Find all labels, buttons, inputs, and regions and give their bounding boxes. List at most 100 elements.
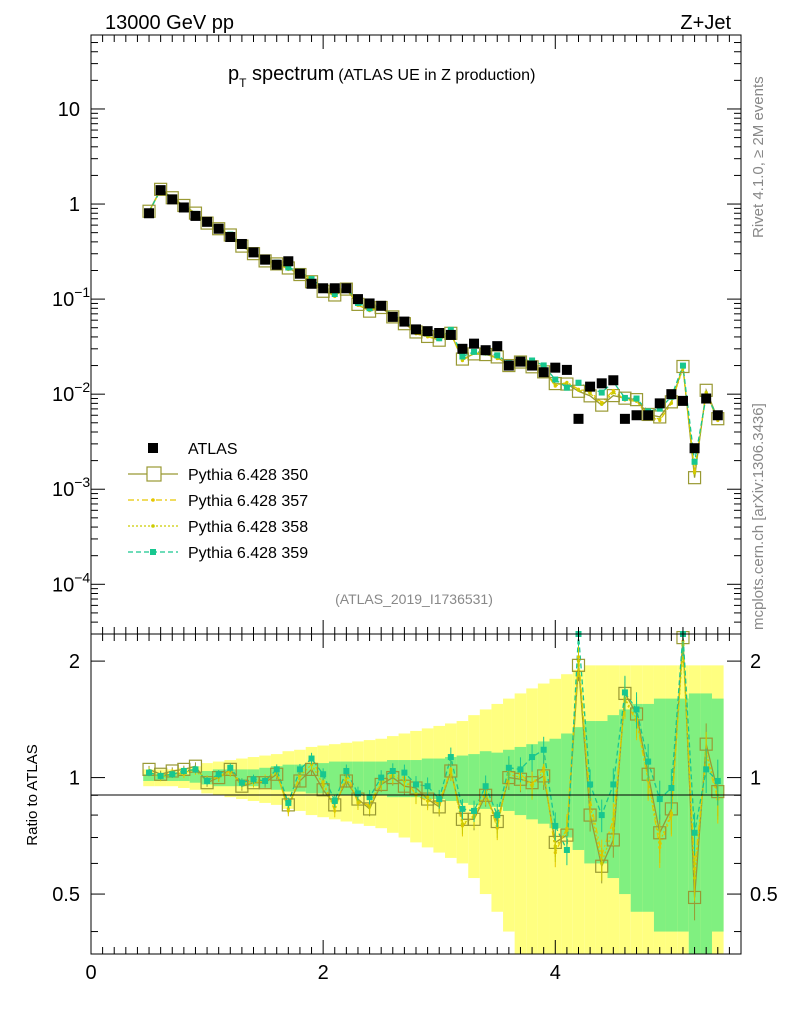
title-sub: T <box>239 76 247 90</box>
band-inner <box>328 761 341 796</box>
marker-p350 <box>293 267 307 282</box>
data-point-atlas <box>260 254 271 265</box>
ratio-marker-p358 <box>692 876 697 880</box>
band-inner <box>491 752 504 807</box>
legend: ATLAS Pythia 6.428 350 Pythia 6.428 357 Pyt… <box>128 441 308 562</box>
band-inner <box>595 721 608 864</box>
y-tick-label: 10 <box>58 99 80 121</box>
marker-p359 <box>540 362 547 369</box>
ratio-marker-p359 <box>180 767 187 774</box>
marker-p350 <box>595 398 609 412</box>
ratio-marker-p358 <box>600 861 604 866</box>
data-point-atlas <box>585 381 596 392</box>
ratio-marker-p359 <box>459 805 466 812</box>
ratio-marker-p359 <box>540 746 547 753</box>
data-point-atlas <box>376 300 387 311</box>
marker-p359 <box>691 458 698 465</box>
data-point-atlas <box>387 311 398 322</box>
data-point-atlas <box>329 283 340 294</box>
data-point-atlas <box>271 259 282 270</box>
ratio-marker-p359 <box>401 769 408 776</box>
ratio-y-tick-label: 1 <box>69 768 80 790</box>
marker-p357 <box>692 469 697 473</box>
band-inner <box>561 733 573 838</box>
ratio-marker-p359 <box>378 774 385 781</box>
ratio-marker-p358 <box>542 769 546 773</box>
ratio-marker-p359 <box>215 771 222 778</box>
data-point-atlas <box>248 247 259 258</box>
main-series <box>142 182 725 485</box>
marker-p359 <box>575 379 582 386</box>
data-point-atlas <box>190 210 201 221</box>
data-point-atlas <box>225 232 236 243</box>
ratio-marker-p359 <box>227 764 234 771</box>
ratio-marker-p359 <box>494 812 501 819</box>
ratio-marker-p359 <box>320 771 327 778</box>
title-main: p <box>228 63 239 85</box>
y-tick-label: 10−3 <box>52 474 90 501</box>
marker-p350 <box>676 359 690 374</box>
data-point-atlas <box>457 343 468 354</box>
ratio-marker-p359 <box>517 766 524 773</box>
legend-marker-p359 <box>150 549 156 555</box>
data-point-atlas <box>399 316 410 327</box>
title-paren: (ATLAS UE in Z production) <box>338 67 535 84</box>
marker-p358 <box>704 390 708 394</box>
band-inner <box>433 758 446 800</box>
y-tick-exponent: −4 <box>74 569 90 585</box>
y-tick-base: 10 <box>52 479 74 501</box>
ratio-marker-p359 <box>703 766 710 773</box>
band-outer <box>526 688 538 954</box>
marker-p358 <box>553 383 557 387</box>
ratio-marker-p359 <box>354 790 361 797</box>
ratio-marker-p358 <box>356 799 360 803</box>
ratio-marker-p359 <box>250 776 257 783</box>
y-tick-exponent: −3 <box>74 474 90 490</box>
band-inner <box>549 738 562 829</box>
data-point-atlas <box>654 398 665 409</box>
marker-p358 <box>576 388 581 392</box>
ratio-marker-p358 <box>565 828 569 833</box>
ratio-marker-p359 <box>192 766 199 773</box>
data-point-atlas <box>503 360 514 371</box>
energy-label: 13000 GeV pp <box>105 12 234 34</box>
legend-label-p357: Pythia 6.428 357 <box>188 493 308 510</box>
ratio-marker-p359 <box>447 754 454 761</box>
band-outer <box>514 693 527 954</box>
ratio-marker-p359 <box>204 777 211 784</box>
marker-p358 <box>658 417 662 421</box>
band-inner <box>456 755 469 803</box>
ratio-marker-p359 <box>169 771 176 778</box>
marker-p359 <box>656 405 663 412</box>
marker-p358 <box>669 401 673 405</box>
y-tick-exponent: −1 <box>74 284 90 300</box>
ratio-marker-p358 <box>321 782 325 787</box>
data-point-atlas <box>178 202 189 213</box>
ratio-marker-p359 <box>598 812 605 819</box>
ratio-marker-p358 <box>669 811 673 815</box>
band-inner <box>677 698 689 932</box>
ratio-marker-p358 <box>228 771 232 775</box>
legend-marker-p350 <box>146 466 162 482</box>
legend-label-p358: Pythia 6.428 358 <box>188 519 308 536</box>
band-inner <box>189 772 202 783</box>
analysis-id: (ATLAS_2019_I1736531) <box>335 591 493 607</box>
legend-label-data: ATLAS <box>188 441 238 458</box>
ratio-marker-p359 <box>621 689 628 696</box>
data-point-atlas <box>631 410 642 421</box>
ratio-marker-p359 <box>436 796 443 803</box>
band-inner <box>305 763 318 794</box>
ratio-marker-p359 <box>389 767 396 774</box>
data-point-atlas <box>294 268 305 279</box>
data-point-atlas <box>167 194 178 205</box>
marker-p359 <box>447 326 454 333</box>
process-label: Z+Jet <box>680 12 731 34</box>
y-tick-base: 10 <box>52 289 74 311</box>
y-tick-exponent: −2 <box>74 379 90 395</box>
ratio-marker-p359 <box>296 766 303 773</box>
ratio-marker-p359 <box>262 777 269 784</box>
data-point-atlas <box>364 298 375 309</box>
data-point-atlas <box>480 345 491 356</box>
data-point-atlas <box>712 410 723 421</box>
